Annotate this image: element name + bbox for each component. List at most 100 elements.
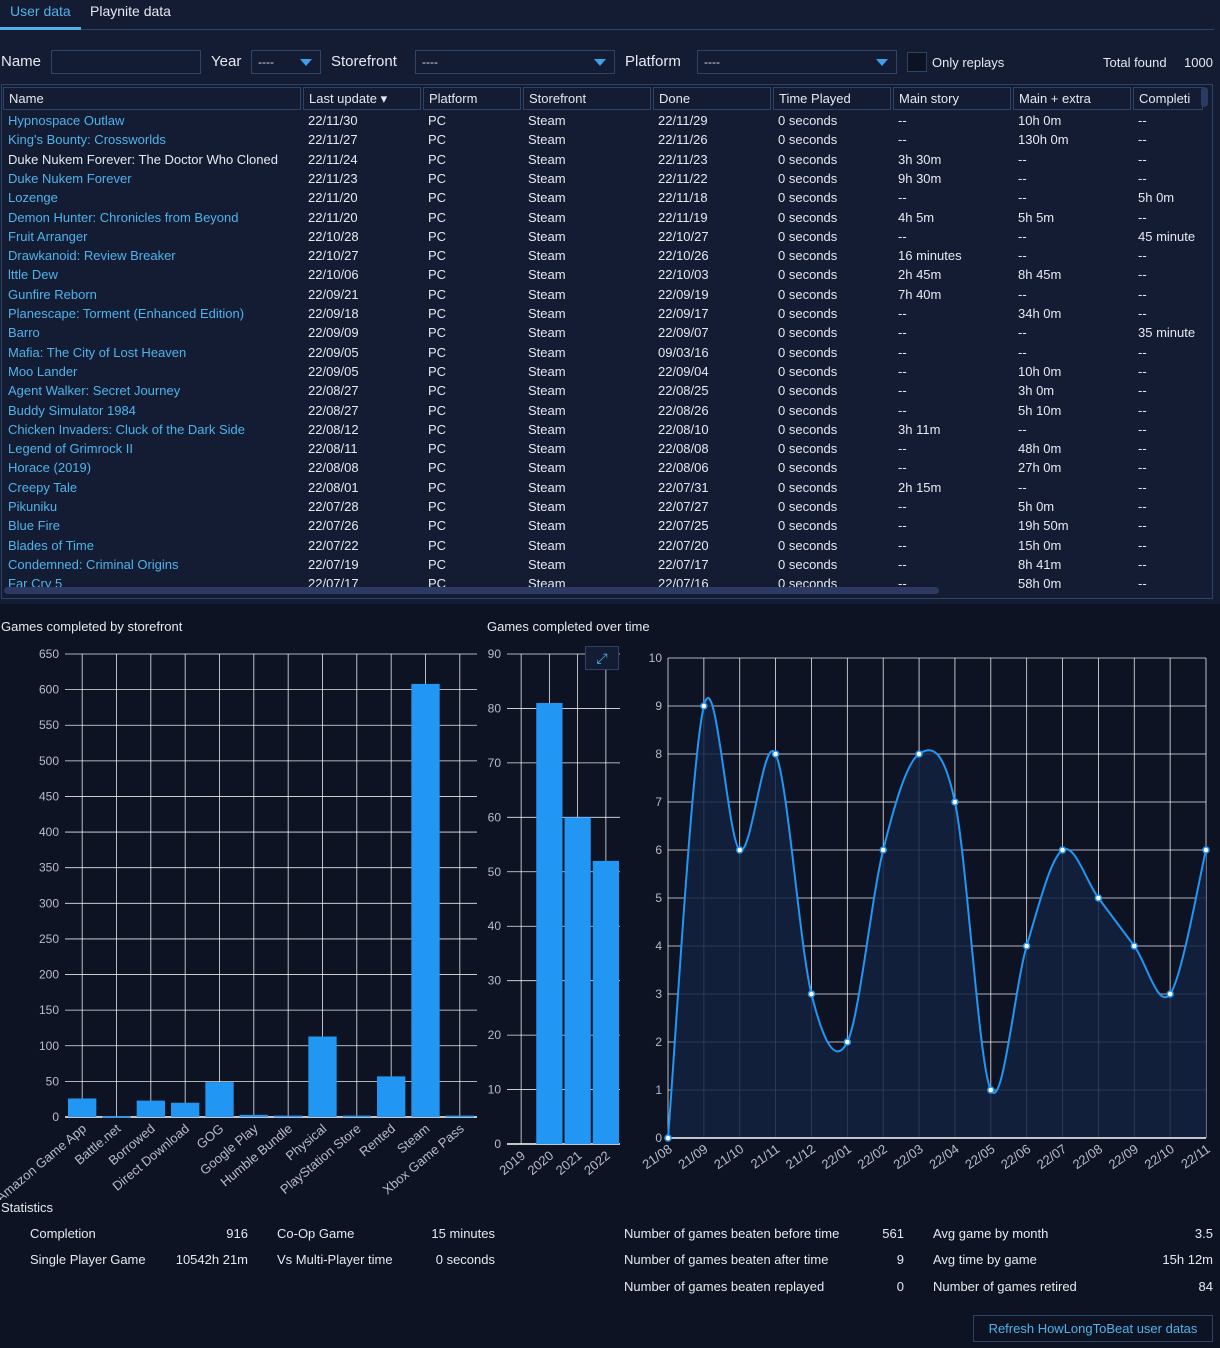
table-row[interactable]: Buddy Simulator 1984 22/08/27 PC Steam 22/08…	[2, 402, 1202, 421]
x-tick-label: 2019	[496, 1148, 528, 1178]
game-name-link[interactable]: Mafia: The City of Lost Heaven	[8, 344, 187, 360]
vertical-scrollbar[interactable]	[1201, 87, 1208, 107]
only-replays-checkbox[interactable]	[907, 52, 927, 72]
game-name-link[interactable]: Chicken Invaders: Cluck of the Dark Side	[8, 421, 245, 437]
game-name-link[interactable]: Moo Lander	[8, 363, 78, 379]
storefront-select-value: ----	[422, 55, 438, 69]
table-row[interactable]: Gunfire Reborn 22/09/21 PC Steam 22/09/19 0 s…	[2, 286, 1202, 305]
cell-platform: PC	[428, 248, 447, 264]
table-row[interactable]: Demon Hunter: Chronicles from Beyond 22/1…	[2, 209, 1202, 228]
cell-done: 22/07/25	[658, 518, 709, 534]
table-row[interactable]: Duke Nukem Forever 22/11/23 PC Steam 22/11/2…	[2, 170, 1202, 189]
stat-label: Vs Multi-Player time	[277, 1252, 393, 1267]
platform-select[interactable]: ----	[697, 50, 897, 74]
horizontal-scrollbar[interactable]	[4, 587, 939, 594]
year-select[interactable]: ----	[251, 50, 321, 74]
cell-last-update: 22/09/05	[308, 363, 359, 379]
game-name-link[interactable]: lttle Dew	[8, 267, 58, 283]
game-name-link[interactable]: Duke Nukem Forever: The Doctor Who Clone…	[8, 151, 278, 167]
platform-select-value: ----	[704, 55, 720, 69]
table-row[interactable]: Fruit Arranger 22/10/28 PC Steam 22/10/27 0 s…	[2, 228, 1202, 247]
game-name-link[interactable]: Creepy Tale	[8, 479, 78, 495]
column-header-done[interactable]: Done	[653, 87, 771, 110]
refresh-hltb-button[interactable]: Refresh HowLongToBeat user datas	[973, 1315, 1213, 1342]
game-name-link[interactable]: Fruit Arranger	[8, 228, 88, 244]
cell-storefront: Steam	[528, 479, 566, 495]
cell-completi: --	[1138, 402, 1147, 418]
game-name-link[interactable]: Legend of Grimrock II	[8, 441, 133, 457]
table-row[interactable]: Lozenge 22/11/20 PC Steam 22/11/18 0 seconds -…	[2, 189, 1202, 208]
game-name-link[interactable]: Demon Hunter: Chronicles from Beyond	[8, 209, 239, 225]
game-name-link[interactable]: Blades of Time	[8, 537, 94, 553]
cell-platform: PC	[428, 537, 447, 553]
cell-platform: PC	[428, 479, 447, 495]
column-header-storefront[interactable]: Storefront	[523, 87, 651, 110]
cell-time-played: 0 seconds	[778, 248, 838, 264]
stat-value: 15h 12m	[1162, 1252, 1213, 1267]
column-header-name[interactable]: Name	[3, 87, 301, 110]
table-row[interactable]: Blue Fire 22/07/26 PC Steam 22/07/25 0 second…	[2, 517, 1202, 536]
table-row[interactable]: Barro 22/09/09 PC Steam 22/09/07 0 seconds -- -…	[2, 324, 1202, 343]
table-row[interactable]: Creepy Tale 22/08/01 PC Steam 22/07/31 0 seco…	[2, 479, 1202, 498]
table-row[interactable]: Agent Walker: Secret Journey 22/08/27 PC St…	[2, 382, 1202, 401]
statistics-title: Statistics	[1, 1200, 54, 1215]
x-tick-label: 22/07	[1034, 1141, 1069, 1172]
table-row[interactable]: Duke Nukem Forever: The Doctor Who Clone…	[2, 151, 1202, 170]
game-name-link[interactable]: Pikuniku	[8, 499, 58, 514]
table-row[interactable]: Condemned: Criminal Origins 22/07/19 PC Ste…	[2, 556, 1202, 575]
cell-time-played: 0 seconds	[778, 479, 838, 495]
cell-done: 22/10/26	[658, 248, 709, 264]
cell-platform: PC	[428, 170, 447, 186]
table-row[interactable]: Moo Lander 22/09/05 PC Steam 22/09/04 0 secon…	[2, 363, 1202, 382]
column-header-time-played[interactable]: Time Played	[773, 87, 891, 110]
game-name-link[interactable]: Drawkanoid: Review Breaker	[8, 248, 176, 264]
cell-main-extra: 58h 0m	[1018, 576, 1062, 592]
cell-main-extra: 27h 0m	[1018, 460, 1062, 476]
column-header-last-update[interactable]: Last update ▾	[303, 87, 421, 110]
cell-time-played: 0 seconds	[778, 209, 838, 225]
sort-desc-icon: ▾	[376, 91, 388, 106]
game-name-link[interactable]: King's Bounty: Crossworlds	[8, 132, 166, 148]
bar-xbox-game-pass	[445, 1115, 474, 1118]
column-header-platform[interactable]: Platform	[423, 87, 521, 110]
tab-playnite-data[interactable]: Playnite data	[90, 3, 171, 19]
table-row[interactable]: Pikuniku 22/07/28 PC Steam 22/07/27 0 seconds…	[2, 498, 1202, 517]
table-row[interactable]: Blades of Time 22/07/22 PC Steam 22/07/20 0 s…	[2, 537, 1202, 556]
game-name-link[interactable]: Horace (2019)	[8, 460, 92, 476]
table-row[interactable]: Drawkanoid: Review Breaker 22/10/27 PC Stea…	[2, 247, 1202, 266]
storefront-chart-title: Games completed by storefront	[1, 619, 183, 634]
table-row[interactable]: Chicken Invaders: Cluck of the Dark Side…	[2, 421, 1202, 440]
y-tick-label: 0	[494, 1137, 501, 1151]
game-name-link[interactable]: Blue Fire	[8, 518, 61, 534]
table-row[interactable]: lttle Dew 22/10/06 PC Steam 22/10/03 0 second…	[2, 266, 1202, 285]
game-name-link[interactable]: Barro	[8, 325, 40, 341]
column-header-main-story[interactable]: Main story	[893, 87, 1011, 110]
table-row[interactable]: Hypnospace Outlaw 22/11/30 PC Steam 22/11/29…	[2, 112, 1202, 131]
game-name-link[interactable]: Hypnospace Outlaw	[8, 113, 125, 128]
expand-chart-button[interactable]: ⤢	[585, 646, 619, 670]
cell-done: 22/11/19	[658, 209, 708, 225]
table-row[interactable]: Planescape: Torment (Enhanced Edition) 22…	[2, 305, 1202, 324]
table-row[interactable]: Legend of Grimrock II 22/08/11 PC Steam 22/0…	[2, 440, 1202, 459]
game-name-link[interactable]: Agent Walker: Secret Journey	[8, 383, 181, 399]
game-name-link[interactable]: Duke Nukem Forever	[8, 170, 132, 186]
cell-main-story: --	[898, 325, 907, 341]
cell-last-update: 22/08/08	[308, 460, 359, 476]
storefront-select[interactable]: ----	[415, 50, 615, 74]
game-name-link[interactable]: Condemned: Criminal Origins	[8, 556, 179, 572]
name-filter-input[interactable]	[51, 50, 201, 74]
column-header-main-extra[interactable]: Main + extra	[1013, 87, 1131, 110]
y-tick-label: 650	[39, 647, 59, 661]
cell-main-extra: --	[1018, 421, 1027, 437]
game-name-link[interactable]: Gunfire Reborn	[8, 286, 97, 302]
table-row[interactable]: Mafia: The City of Lost Heaven 22/09/05 PC…	[2, 344, 1202, 363]
cell-done: 22/08/08	[658, 441, 709, 457]
table-row[interactable]: King's Bounty: Crossworlds 22/11/27 PC Stea…	[2, 131, 1202, 150]
y-tick-label: 40	[488, 919, 502, 933]
cell-done: 22/08/26	[658, 402, 709, 418]
table-row[interactable]: Horace (2019) 22/08/08 PC Steam 22/08/06 0 se…	[2, 459, 1202, 478]
game-name-link[interactable]: Lozenge	[8, 190, 58, 206]
tab-user-data[interactable]: User data	[0, 3, 81, 30]
game-name-link[interactable]: Planescape: Torment (Enhanced Edition)	[8, 306, 245, 321]
game-name-link[interactable]: Buddy Simulator 1984	[8, 402, 136, 418]
